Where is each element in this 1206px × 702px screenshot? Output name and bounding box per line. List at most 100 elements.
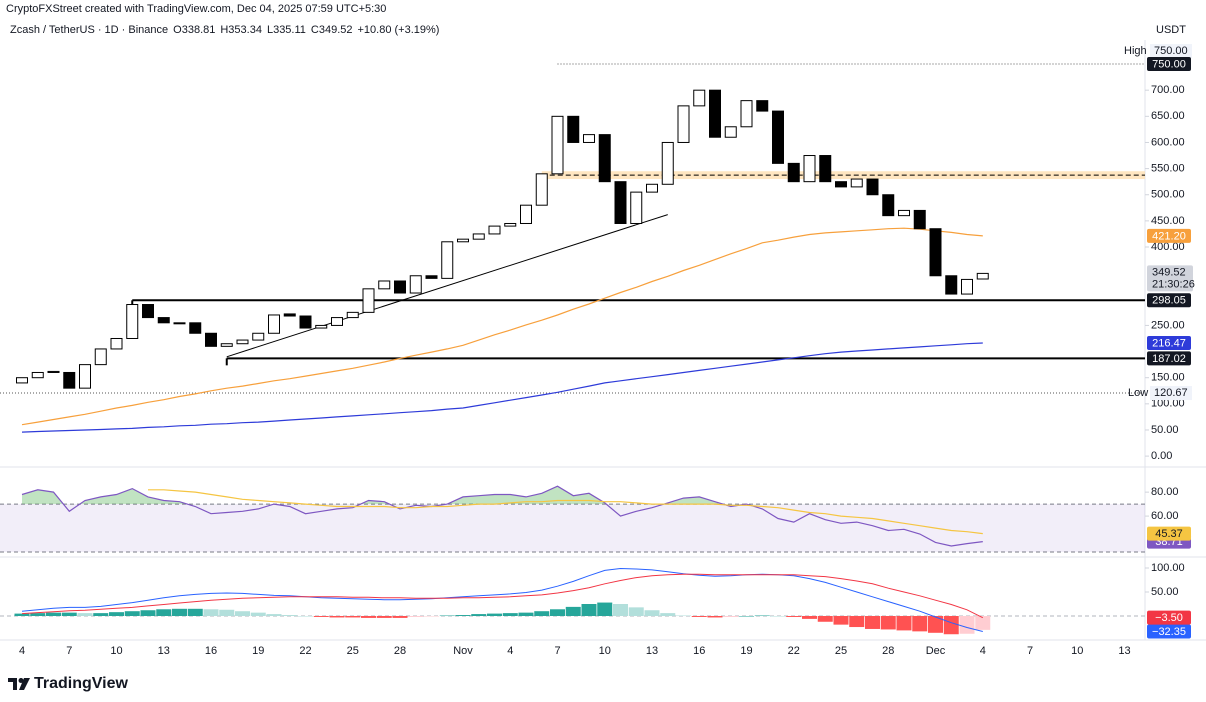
credit: CryptoFXStreet created with TradingView.… bbox=[6, 3, 387, 15]
macd-line bbox=[21, 573, 984, 619]
rsi-label-bg bbox=[1147, 526, 1191, 541]
x-tick-label: 28 bbox=[882, 645, 894, 657]
candle-body bbox=[252, 332, 265, 341]
histogram-bar bbox=[833, 616, 849, 625]
candle-body bbox=[882, 194, 895, 217]
candle-body bbox=[520, 204, 532, 224]
candle-body bbox=[898, 209, 910, 217]
histogram-bar bbox=[896, 616, 912, 631]
histogram-bar bbox=[613, 604, 628, 617]
low-label: 120.67 bbox=[1154, 387, 1188, 399]
candle-body bbox=[945, 275, 958, 295]
ohlc-open: O338.81 bbox=[173, 24, 216, 36]
histogram-bar bbox=[455, 615, 471, 617]
rsi-line bbox=[21, 485, 983, 547]
x-tick-label: 22 bbox=[788, 645, 800, 657]
y-tick-label: 400.00 bbox=[1151, 241, 1185, 253]
histogram-bar bbox=[959, 616, 975, 634]
macd-label-bg bbox=[1147, 610, 1191, 625]
level-label-bg bbox=[1147, 293, 1191, 308]
currency: USDT bbox=[1156, 24, 1186, 36]
histogram-bar bbox=[802, 616, 817, 619]
histogram-bar bbox=[361, 616, 376, 618]
histogram-bar bbox=[124, 611, 140, 617]
candle-body bbox=[976, 272, 989, 280]
histogram-bar bbox=[487, 613, 502, 617]
x-tick-label: 22 bbox=[299, 645, 311, 657]
candle-body bbox=[504, 222, 517, 227]
rsi-band bbox=[0, 504, 1145, 553]
candle-body bbox=[110, 337, 123, 350]
y-tick-label: 0.00 bbox=[1151, 450, 1172, 462]
level-label-bg bbox=[1147, 351, 1191, 366]
y-tick-label: 150.00 bbox=[1151, 372, 1185, 384]
histogram-bar bbox=[93, 613, 109, 617]
symbol-legend: Zcash / TetherUS · 1D · Binance O338.81 … bbox=[10, 24, 439, 36]
histogram-bar bbox=[628, 607, 644, 617]
histogram-bar bbox=[770, 616, 786, 617]
histogram-bar bbox=[156, 609, 172, 617]
histogram-bar bbox=[943, 616, 959, 635]
x-tick-label: 28 bbox=[394, 645, 406, 657]
macd-label: −32.35 bbox=[1152, 626, 1186, 638]
x-tick-label: 10 bbox=[1071, 645, 1083, 657]
candle-body bbox=[299, 315, 312, 329]
x-tick-label: Nov bbox=[453, 645, 473, 657]
histogram-bar bbox=[581, 604, 597, 617]
histogram-bar bbox=[424, 616, 439, 617]
histogram-bar bbox=[219, 609, 235, 617]
candle-body bbox=[16, 377, 28, 384]
x-tick-label: 4 bbox=[19, 645, 25, 657]
ma-label: 216.47 bbox=[1152, 337, 1186, 349]
zone bbox=[541, 171, 1145, 180]
candle-body bbox=[189, 322, 202, 334]
histogram-bar bbox=[786, 616, 802, 617]
histogram-bar bbox=[880, 616, 896, 630]
candle-body bbox=[236, 339, 249, 345]
y-tick-label: 50.00 bbox=[1151, 586, 1179, 598]
x-tick-label: 13 bbox=[158, 645, 170, 657]
histogram-bar bbox=[597, 602, 613, 617]
candle-body bbox=[157, 317, 170, 324]
x-tick-label: 13 bbox=[646, 645, 658, 657]
moving-average bbox=[21, 342, 983, 433]
candle-body bbox=[772, 110, 784, 164]
high-line-label: 750.00 bbox=[1152, 58, 1186, 70]
x-tick-label: 4 bbox=[507, 645, 513, 657]
ma-label-bg bbox=[1147, 228, 1191, 243]
ma-label: 421.20 bbox=[1152, 230, 1186, 242]
x-tick-label: 7 bbox=[66, 645, 72, 657]
candle-body bbox=[173, 322, 186, 325]
x-tick-label: 7 bbox=[1027, 645, 1033, 657]
x-tick-label: 7 bbox=[554, 645, 560, 657]
ohlc-low: L335.11 bbox=[266, 24, 306, 36]
overbought-fill bbox=[22, 486, 747, 505]
candle-body bbox=[583, 134, 595, 143]
histogram-bar bbox=[30, 613, 46, 617]
ohlc-change: +10.80 (+3.19%) bbox=[357, 24, 440, 36]
candle-body bbox=[205, 332, 217, 347]
level-label: 298.05 bbox=[1152, 295, 1186, 307]
histogram-bar bbox=[266, 614, 282, 617]
y-tick-label: 700.00 bbox=[1151, 84, 1185, 96]
histogram-bar bbox=[550, 609, 565, 617]
y-tick-label: 500.00 bbox=[1151, 189, 1185, 201]
candle-body bbox=[394, 280, 406, 294]
histogram-bar bbox=[676, 615, 691, 617]
macd-label-bg bbox=[1147, 624, 1191, 639]
histogram-bar bbox=[46, 612, 61, 617]
histogram-bar bbox=[502, 613, 518, 617]
level-label: 187.02 bbox=[1152, 353, 1186, 365]
x-tick-label: 19 bbox=[740, 645, 752, 657]
logo-mark bbox=[8, 678, 30, 690]
candle-body bbox=[378, 280, 391, 290]
candle-body bbox=[142, 304, 154, 319]
candle-body bbox=[425, 275, 438, 279]
histogram-bar bbox=[329, 616, 345, 618]
x-tick-label: 16 bbox=[205, 645, 217, 657]
candle-body bbox=[819, 155, 832, 183]
candle-body bbox=[551, 115, 564, 175]
x-tick-label: 13 bbox=[1118, 645, 1130, 657]
ohlc-close: C349.52 bbox=[310, 24, 353, 36]
